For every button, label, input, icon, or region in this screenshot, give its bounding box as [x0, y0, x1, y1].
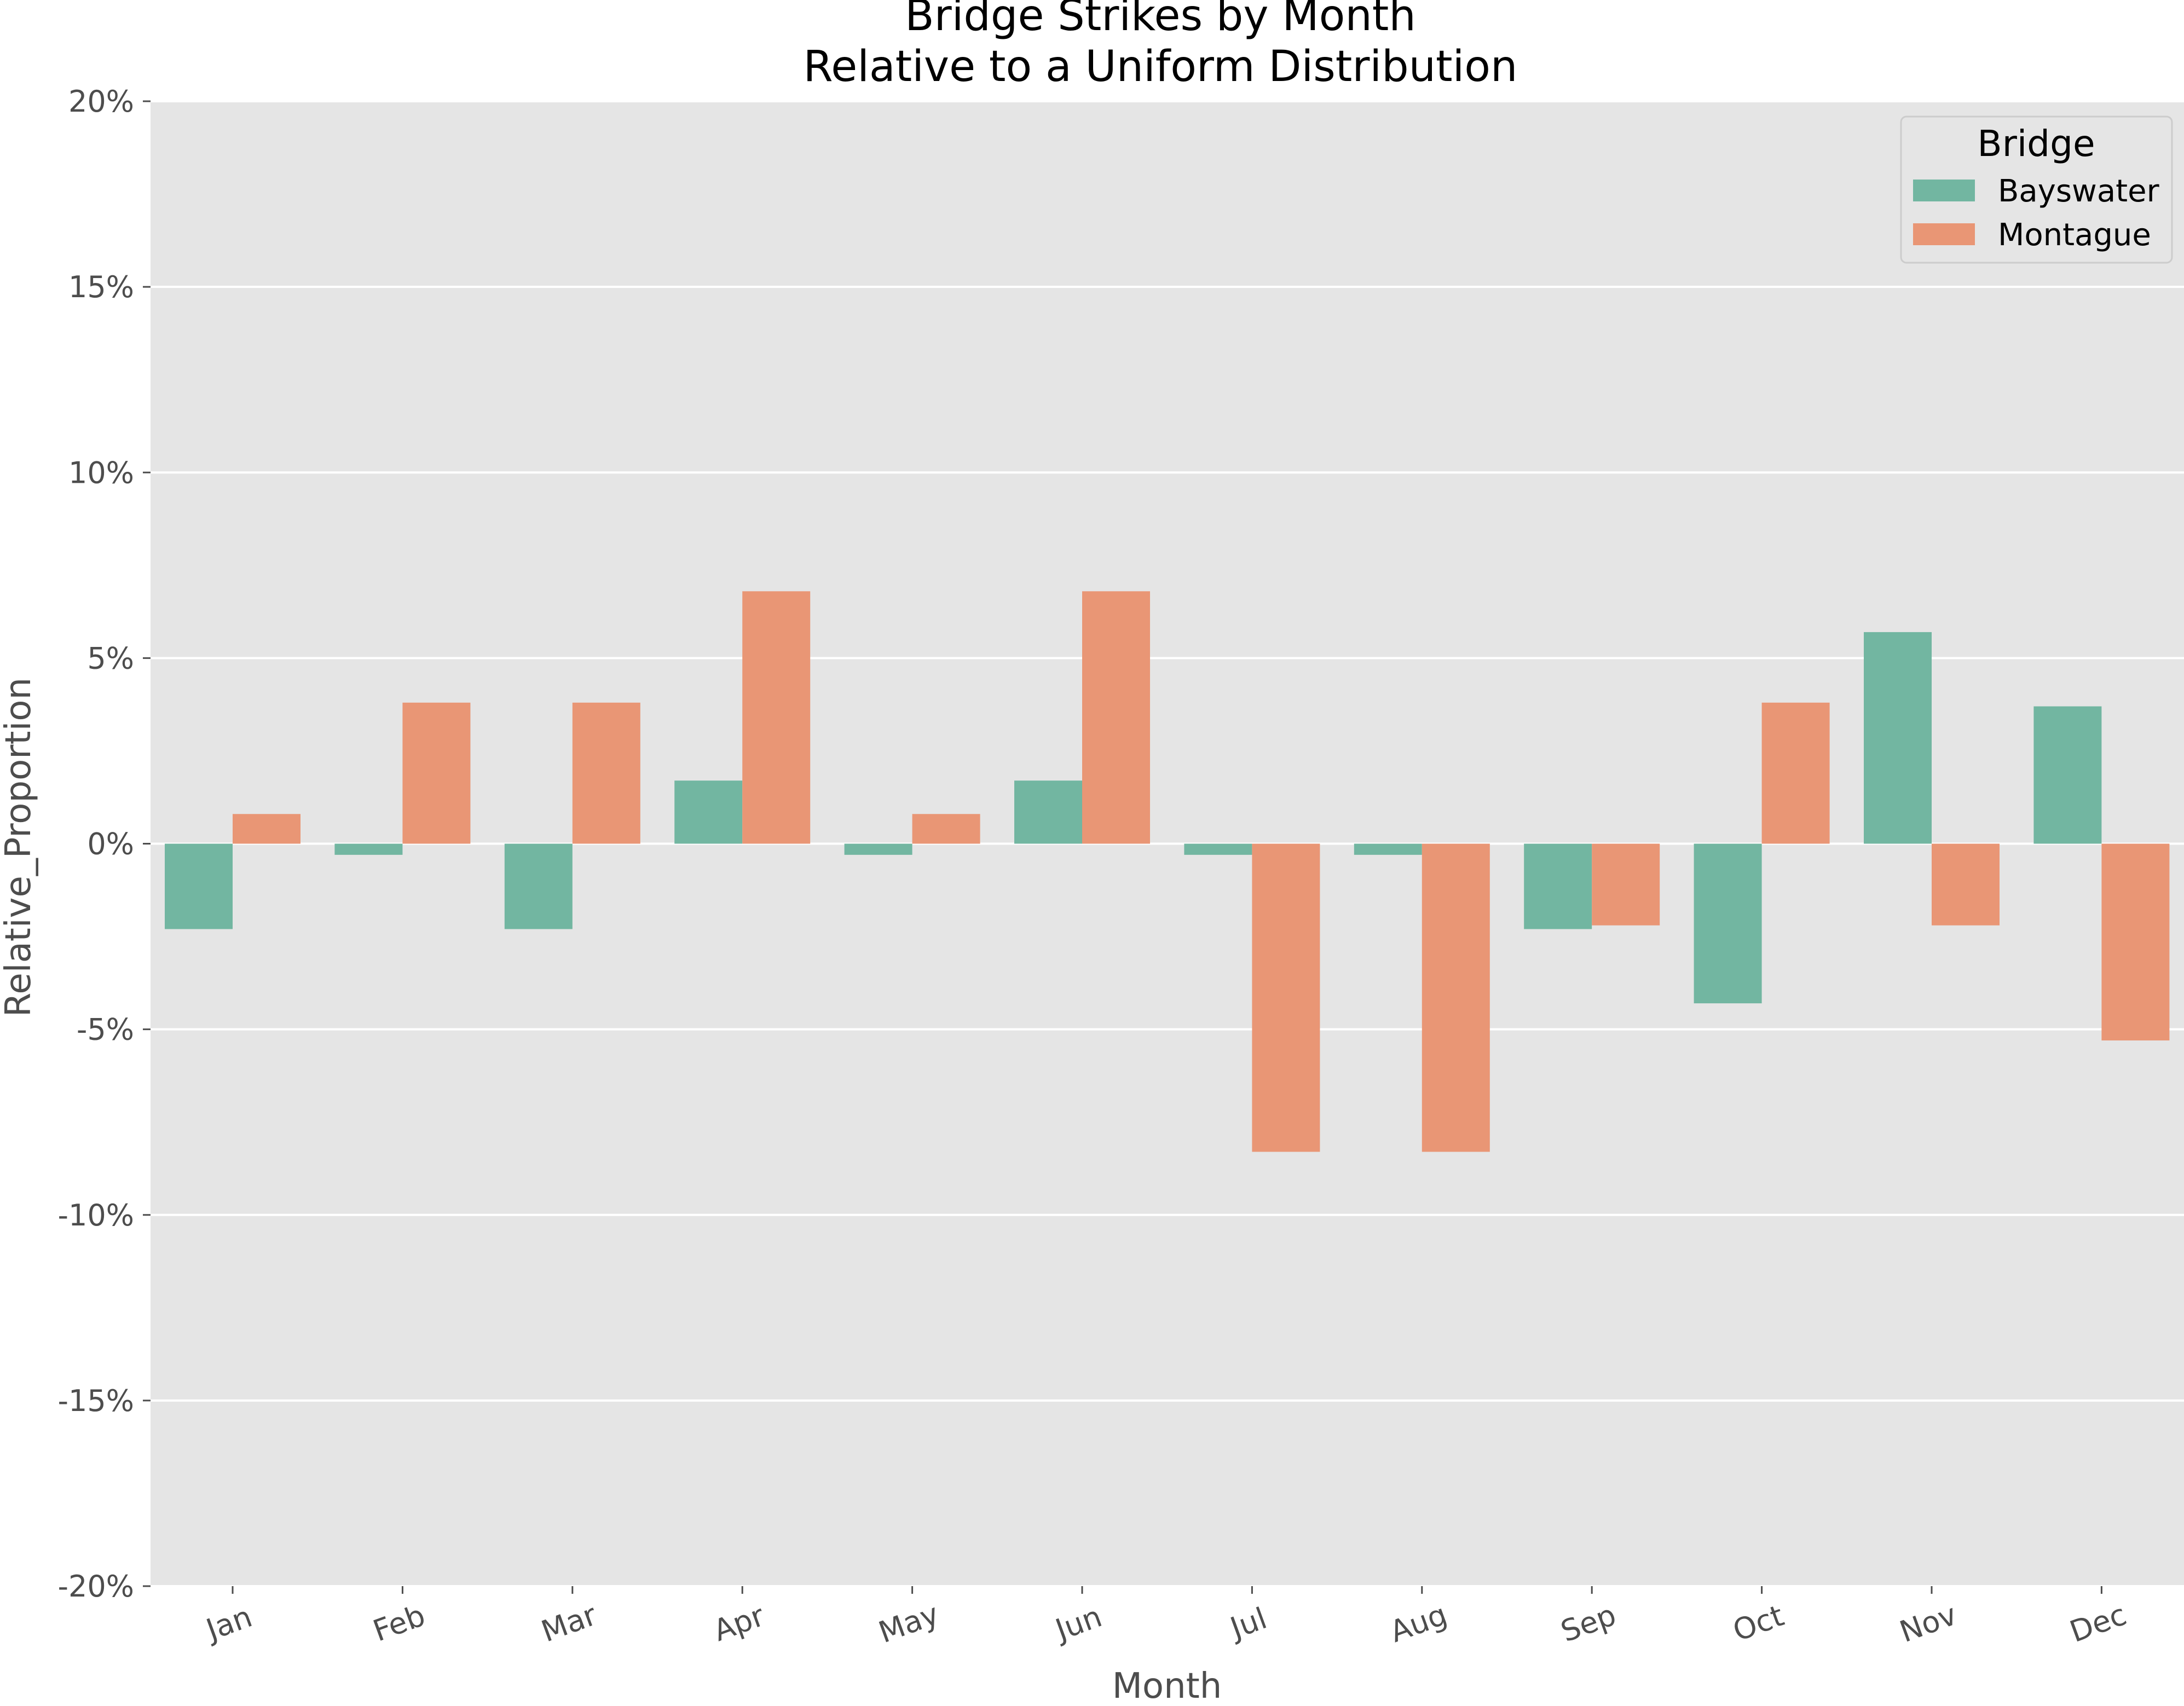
bar-montague-jan	[233, 814, 301, 844]
x-tick-label: May	[874, 1597, 943, 1650]
bar-bayswater-dec	[2033, 706, 2102, 844]
x-axis-ticks: Jan Feb Mar Apr May Jun Jul Aug Sep Oct Nov Dec	[200, 1586, 2131, 1650]
bar-montague-apr	[742, 591, 811, 844]
bar-bayswater-apr	[674, 780, 743, 844]
x-tick-label: Jul	[1224, 1601, 1272, 1646]
x-tick-label: Oct	[1729, 1598, 1788, 1648]
legend-swatch-montague	[1913, 223, 1975, 245]
bar-bayswater-jul	[1184, 843, 1252, 855]
bar-bayswater-oct	[1694, 843, 1762, 1004]
y-tick-label: 10%	[68, 455, 134, 490]
bar-bayswater-mar	[504, 843, 573, 929]
x-tick-label: Aug	[1385, 1597, 1452, 1649]
y-axis-label: Relative_Proportion	[0, 678, 39, 1017]
y-tick-label: 0%	[87, 827, 134, 861]
bar-montague-jun	[1082, 591, 1150, 844]
bar-bayswater-may	[844, 843, 912, 855]
y-tick-label: -15%	[57, 1384, 134, 1418]
x-tick-label: Dec	[2065, 1597, 2131, 1649]
x-tick-label: Mar	[537, 1597, 602, 1649]
bars	[165, 591, 2170, 1152]
legend-title: Bridge	[1977, 123, 2095, 165]
bar-montague-sep	[1592, 843, 1660, 926]
chart-title-line1: Bridge Strikes by Month	[905, 0, 1416, 41]
y-tick-label: -20%	[57, 1569, 134, 1604]
x-tick-label: Jun	[1049, 1599, 1106, 1648]
x-tick-label: Apr	[709, 1598, 769, 1648]
bar-bayswater-aug	[1354, 843, 1422, 855]
bar-bayswater-jun	[1014, 780, 1082, 844]
bar-bayswater-feb	[334, 843, 403, 855]
bar-montague-oct	[1761, 702, 1830, 844]
x-tick-label: Jan	[200, 1599, 257, 1648]
y-tick-label: 5%	[87, 641, 134, 675]
y-axis-ticks: -20% -15% -10% -5% 0% 5% 10% 15% 20%	[57, 84, 151, 1604]
bar-montague-feb	[402, 702, 471, 844]
bar-montague-may	[912, 814, 980, 844]
bar-montague-dec	[2101, 843, 2170, 1040]
bar-montague-nov	[1932, 843, 2000, 926]
grid-lines	[151, 100, 2184, 1587]
bar-bayswater-nov	[1864, 632, 1932, 844]
legend: Bridge Bayswater Montague	[1900, 115, 2173, 264]
legend-label-montague: Montague	[1998, 217, 2151, 253]
bar-montague-aug	[1422, 843, 1490, 1152]
chart-title-line2: Relative to a Uniform Distribution	[804, 42, 1518, 91]
x-axis-label: Month	[1112, 1666, 1222, 1706]
legend-swatch-bayswater	[1913, 180, 1975, 201]
x-tick-label: Sep	[1556, 1598, 1620, 1649]
y-tick-label: -5%	[77, 1013, 134, 1047]
y-tick-label: -10%	[57, 1198, 134, 1233]
bar-bayswater-sep	[1524, 843, 1592, 929]
y-tick-label: 15%	[68, 270, 134, 304]
x-tick-label: Nov	[1895, 1597, 1961, 1649]
bar-montague-jul	[1252, 843, 1320, 1152]
x-tick-label: Feb	[368, 1598, 429, 1649]
y-tick-label: 20%	[68, 84, 134, 119]
legend-label-bayswater: Bayswater	[1998, 174, 2160, 209]
bar-montague-mar	[572, 702, 640, 844]
bar-bayswater-jan	[165, 843, 233, 929]
